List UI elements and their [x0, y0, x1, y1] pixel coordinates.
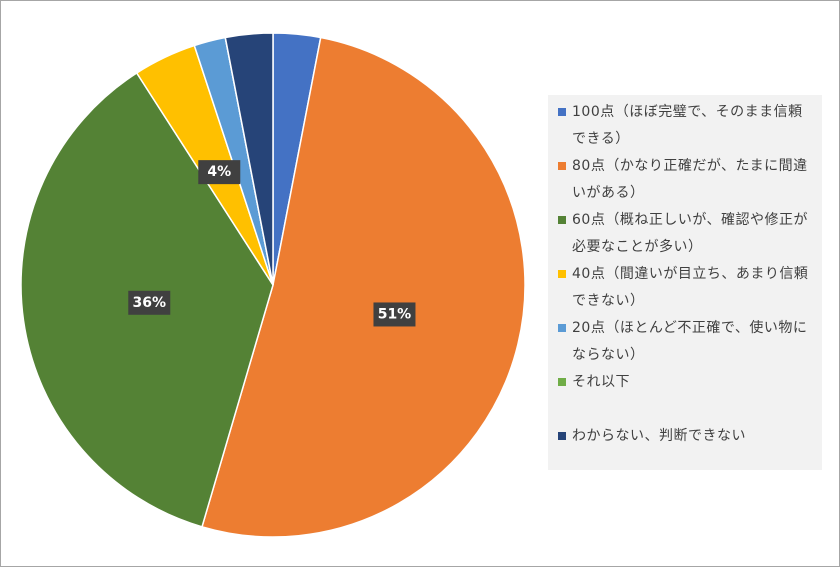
legend-label: 80点（かなり正確だが、たまに間違いがある）	[572, 158, 808, 201]
legend-item: 60点（概ね正しいが、確認や修正が必要なことが多い）	[558, 207, 814, 261]
data-label: 51%	[373, 302, 416, 327]
legend-label: 60点（概ね正しいが、確認や修正が必要なことが多い）	[572, 212, 809, 255]
data-label-text: 4%	[207, 164, 231, 180]
legend-label: それ以下	[572, 374, 630, 390]
data-label-box	[128, 290, 171, 315]
legend-item: 40点（間違いが目立ち、あまり信頼できない）	[558, 261, 814, 315]
legend-swatch	[558, 216, 566, 224]
legend-swatch	[558, 324, 566, 332]
legend-label: 100点（ほぼ完璧で、そのまま信頼できる）	[572, 104, 803, 147]
pie-slice	[224, 32, 274, 286]
data-label-box	[373, 302, 416, 327]
legend-label: 40点（間違いが目立ち、あまり信頼できない）	[572, 266, 809, 309]
pie-slice	[201, 36, 526, 538]
legend-item: わからない、判断できない	[558, 423, 814, 477]
data-label: 4%	[198, 160, 241, 185]
legend-item: それ以下	[558, 369, 814, 423]
data-label-text: 51%	[378, 306, 412, 322]
legend-swatch	[558, 378, 566, 386]
data-label: 36%	[128, 290, 171, 315]
legend-swatch	[558, 162, 566, 170]
data-label-box	[198, 160, 241, 185]
legend-item: 20点（ほとんど不正確で、使い物にならない）	[558, 315, 814, 369]
legend-label: 20点（ほとんど不正確で、使い物にならない）	[572, 320, 808, 363]
legend-swatch	[558, 270, 566, 278]
data-label-text: 36%	[133, 295, 167, 311]
legend-swatch	[558, 108, 566, 116]
legend-item: 100点（ほぼ完璧で、そのまま信頼できる）	[558, 99, 814, 153]
legend-item: 80点（かなり正確だが、たまに間違いがある）	[558, 153, 814, 207]
legend: 100点（ほぼ完璧で、そのまま信頼できる） 80点（かなり正確だが、たまに間違いが…	[548, 95, 822, 470]
legend-label: わからない、判断できない	[572, 428, 746, 444]
legend-swatch	[558, 432, 566, 440]
